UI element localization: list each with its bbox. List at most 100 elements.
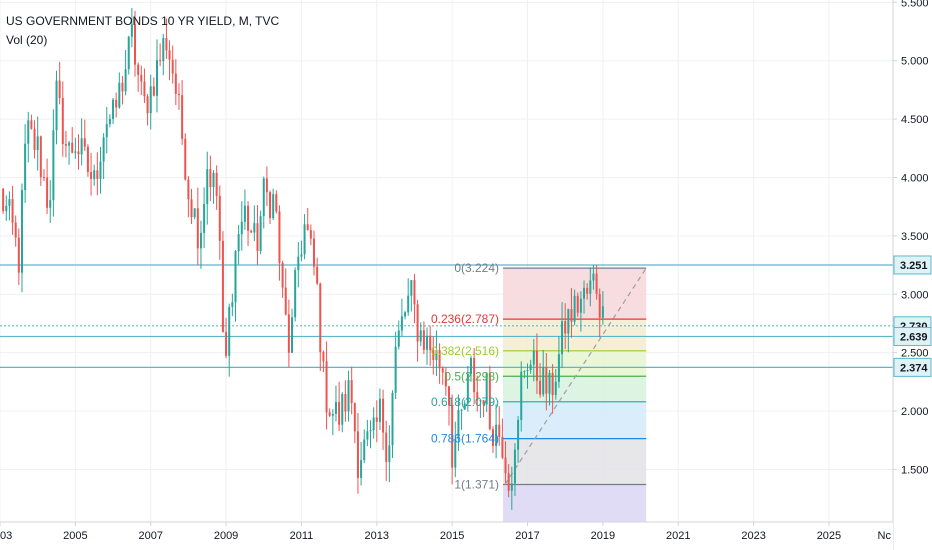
fib-level-label: 0.382(2.516) xyxy=(431,344,499,358)
candle-body xyxy=(256,223,259,252)
candle-body xyxy=(520,371,523,420)
candle-body xyxy=(203,203,206,233)
price-axis[interactable]: 1.500 2.000 2.500 3.000 3.500 4.000 4.500 5.000… xyxy=(892,0,932,550)
candle-body xyxy=(234,251,237,303)
time-tick-label: 2015 xyxy=(440,530,464,542)
candle-body xyxy=(416,304,419,342)
price-tick-label: 4.000 xyxy=(901,173,929,185)
candle-body xyxy=(592,273,595,281)
candle-body xyxy=(52,130,55,201)
candle-body xyxy=(71,142,74,153)
candle-body xyxy=(510,483,513,491)
candle-body xyxy=(121,82,124,92)
candle-body xyxy=(482,400,485,405)
candle-body xyxy=(557,354,560,382)
candle-body xyxy=(206,169,209,204)
candle-body xyxy=(284,287,287,315)
candle-body xyxy=(86,146,89,173)
candle-body xyxy=(463,403,466,410)
candle-body xyxy=(108,118,111,125)
candle-body xyxy=(551,372,554,396)
candle-body xyxy=(498,424,501,437)
candle-body xyxy=(102,137,105,162)
candle-body xyxy=(410,280,413,296)
candle-body xyxy=(542,367,545,395)
price-tick-label: 2.500 xyxy=(901,348,929,360)
candle-body xyxy=(316,266,319,284)
candle-body xyxy=(532,350,535,365)
candle-body xyxy=(306,224,309,231)
candle-body xyxy=(105,124,108,138)
candle-body xyxy=(83,138,86,147)
candle-body xyxy=(42,177,45,179)
candle-body xyxy=(93,170,96,179)
candle-body xyxy=(152,86,155,96)
candle-body xyxy=(413,280,416,305)
candle-body xyxy=(115,99,118,108)
candle-body xyxy=(353,403,356,432)
candle-body xyxy=(567,309,570,334)
time-tick-label: Nc xyxy=(878,530,892,542)
candle-body xyxy=(262,178,265,217)
time-tick-label: 2003 xyxy=(0,530,12,542)
candle-body xyxy=(209,169,212,188)
candle-body xyxy=(278,211,281,263)
candle-body xyxy=(407,295,410,313)
price-tick-label: 4.500 xyxy=(901,114,929,126)
grid xyxy=(0,0,893,522)
fibonacci-trendline[interactable] xyxy=(504,267,647,485)
candle-body xyxy=(466,373,469,404)
candle-body xyxy=(68,142,71,146)
candle-body xyxy=(422,330,425,350)
candle-body xyxy=(275,194,278,212)
candle-body xyxy=(96,170,99,179)
candle-body xyxy=(27,120,30,144)
candle-body xyxy=(570,309,573,322)
candle-body xyxy=(394,346,397,393)
candle-body xyxy=(130,24,133,37)
candle-body xyxy=(488,372,491,430)
fib-level-label: 0.786(1.764) xyxy=(431,432,499,446)
horizontal-lines[interactable] xyxy=(0,264,893,368)
candle-body xyxy=(507,473,510,491)
candle-body xyxy=(259,216,262,252)
candle-body xyxy=(20,190,23,273)
time-axis[interactable]: 2003 2005 2007 2009 2011 2013 2015 2017 2019 2021… xyxy=(0,521,893,550)
candle-body xyxy=(124,69,127,92)
candle-body xyxy=(375,417,378,422)
candle-body xyxy=(215,172,218,196)
candle-body xyxy=(429,335,432,351)
candle-body xyxy=(485,372,488,405)
candles xyxy=(2,7,604,510)
time-tick-label: 2019 xyxy=(591,530,615,542)
candle-body xyxy=(77,151,80,155)
candle-body xyxy=(382,398,385,433)
candle-body xyxy=(331,413,334,416)
candle-body xyxy=(146,96,149,114)
candle-body xyxy=(199,232,202,249)
candle-body xyxy=(190,199,193,218)
candle-body xyxy=(240,221,243,235)
candle-body xyxy=(165,37,168,51)
fib-zone xyxy=(503,401,647,439)
fibonacci-levels[interactable] xyxy=(503,267,647,486)
candle-body xyxy=(350,380,353,404)
fib-level-label: 0.236(2.787) xyxy=(431,312,499,326)
time-tick-label: 2011 xyxy=(290,530,314,542)
candle-body xyxy=(338,402,341,425)
candle-body xyxy=(579,298,582,313)
time-tick-label: 2017 xyxy=(515,530,539,542)
candle-body xyxy=(243,205,246,222)
trend-line[interactable] xyxy=(504,267,647,485)
candle-body xyxy=(504,457,507,474)
candle-body xyxy=(441,368,444,373)
fib-level-label: 0.5(2.298) xyxy=(444,369,499,383)
candle-body xyxy=(193,208,196,218)
candle-body xyxy=(55,80,58,131)
candle-body xyxy=(573,295,576,322)
candle-body xyxy=(134,24,137,65)
candle-body xyxy=(476,392,479,401)
candle-body xyxy=(491,429,494,447)
